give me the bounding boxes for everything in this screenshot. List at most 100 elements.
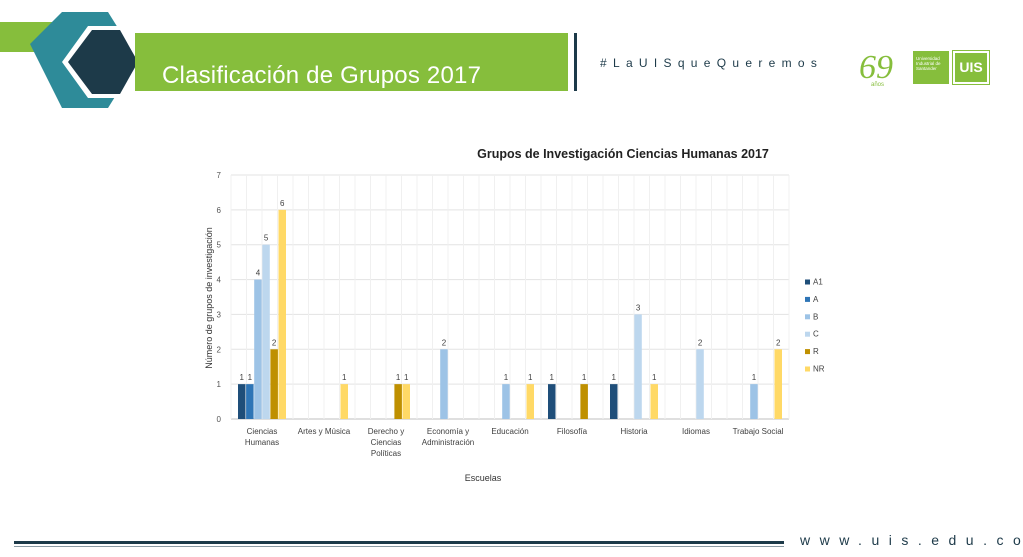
bar-b <box>254 279 262 419</box>
legend-label: A <box>813 295 819 304</box>
data-label: 5 <box>264 234 269 243</box>
bar-nr <box>526 384 534 419</box>
data-label: 2 <box>698 338 703 347</box>
bar-a1 <box>548 384 556 419</box>
y-axis-label: Número de grupos de investigación <box>204 227 214 369</box>
bar-nr <box>402 384 410 419</box>
dark-hexagon <box>68 30 138 94</box>
x-tick-label: Artes y Música <box>298 427 351 436</box>
data-label: 6 <box>280 199 285 208</box>
bar-c <box>634 314 642 419</box>
x-tick-label: Políticas <box>371 449 401 458</box>
header-divider <box>574 33 577 91</box>
slide-header: Clasificación de Grupos 2017 #LaUISqueQu… <box>0 0 1023 130</box>
x-tick-label: Ciencias <box>247 427 278 436</box>
bar-b <box>440 349 448 419</box>
chart-bars <box>238 209 782 419</box>
data-label: 1 <box>752 373 757 382</box>
hexagon-decoration <box>0 12 142 108</box>
bar-nr <box>650 384 658 419</box>
y-tick-label: 6 <box>217 206 222 215</box>
footer-url[interactable]: www.uis.edu.co <box>800 532 1023 548</box>
uis-logo: UIS <box>952 50 990 85</box>
legend-label: B <box>813 312 818 321</box>
data-label: 1 <box>582 373 587 382</box>
data-label: 1 <box>404 373 409 382</box>
bar-b <box>750 384 758 419</box>
data-label: 1 <box>528 373 533 382</box>
legend-swatch-a <box>805 296 810 302</box>
bar-nr <box>774 349 782 419</box>
hashtag-text: #LaUISqueQueremos <box>600 56 824 70</box>
y-tick-label: 4 <box>217 276 222 285</box>
bar-nr <box>278 209 286 419</box>
data-label: 1 <box>248 373 253 382</box>
legend-label: R <box>813 347 819 356</box>
data-label: 4 <box>256 269 261 278</box>
bar-r <box>394 384 402 419</box>
legend-label: NR <box>813 365 825 374</box>
x-tick-label: Idiomas <box>682 427 710 436</box>
anniversary-caption: años <box>871 82 884 88</box>
x-tick-label: Ciencias <box>371 438 402 447</box>
bar-nr <box>340 384 348 419</box>
x-tick-label: Trabajo Social <box>733 427 784 436</box>
x-axis-label: Escuelas <box>465 473 502 483</box>
y-tick-label: 3 <box>217 310 222 319</box>
university-name-line: Santander <box>916 66 937 71</box>
page-title: Clasificación de Grupos 2017 <box>162 62 482 89</box>
x-tick-label: Historia <box>620 427 648 436</box>
bar-a <box>246 384 254 419</box>
x-tick-label: Educación <box>491 427 528 436</box>
bar-r <box>580 384 588 419</box>
x-tick-label: Humanas <box>245 438 279 447</box>
data-label: 1 <box>396 373 401 382</box>
data-label: 1 <box>342 373 347 382</box>
bar-r <box>270 349 278 419</box>
x-tick-label: Filosofía <box>557 427 588 436</box>
bar-a1 <box>238 384 246 419</box>
data-label: 3 <box>636 303 641 312</box>
data-label: 1 <box>612 373 617 382</box>
y-tick-label: 5 <box>217 241 222 250</box>
legend-swatch-b <box>805 314 810 320</box>
bar-c <box>696 349 704 419</box>
anniversary-number: 69 <box>859 49 893 86</box>
university-name-line: Industrial de <box>916 61 941 66</box>
university-name-logo: Universidad Industrial de Santander <box>913 51 949 84</box>
legend-label: C <box>813 330 819 339</box>
legend-label: A1 <box>813 278 823 287</box>
bar-b <box>502 384 510 419</box>
data-label: 2 <box>272 338 277 347</box>
y-tick-label: 7 <box>217 171 222 180</box>
data-label: 2 <box>776 338 781 347</box>
data-label: 2 <box>442 338 447 347</box>
legend-swatch-nr <box>805 366 810 372</box>
data-label: 1 <box>550 373 555 382</box>
x-axis-ticks: Ciencias Humanas Artes y Música Derecho y Ci… <box>245 427 784 458</box>
legend-swatch-a1 <box>805 279 810 285</box>
x-tick-label: Administración <box>422 438 474 447</box>
legend-swatch-c <box>805 331 810 337</box>
footer-divider-thin <box>14 546 784 547</box>
bar-a1 <box>610 384 618 419</box>
university-name-line: Universidad <box>916 56 940 61</box>
y-tick-label: 1 <box>217 380 222 389</box>
footer-divider <box>14 541 784 544</box>
y-axis-ticks: 0 1 2 3 4 5 6 7 <box>217 171 222 424</box>
anniversary-logo: 69 años <box>859 49 893 88</box>
y-tick-label: 2 <box>217 345 222 354</box>
chart-title: Grupos de Investigación Ciencias Humanas… <box>477 147 769 161</box>
x-tick-label: Derecho y <box>368 427 404 436</box>
data-label: 1 <box>240 373 245 382</box>
title-banner <box>135 33 568 91</box>
x-tick-label: Economía y <box>427 427 469 436</box>
bar-c <box>262 244 270 419</box>
chart-grid <box>230 174 790 420</box>
y-tick-label: 0 <box>217 415 222 424</box>
legend-swatch-r <box>805 349 810 355</box>
data-label: 1 <box>652 373 657 382</box>
